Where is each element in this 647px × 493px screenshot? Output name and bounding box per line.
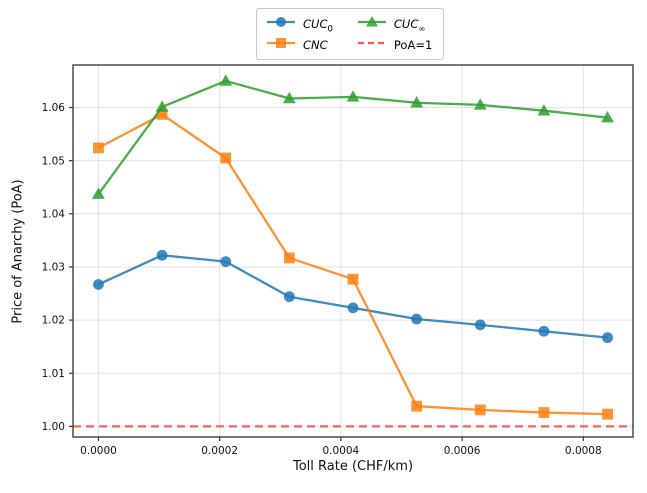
data-point-circle <box>220 256 232 268</box>
data-point-square <box>283 252 295 264</box>
legend-item-cnc: CNC <box>266 35 333 54</box>
data-point-square <box>474 404 486 416</box>
data-point-triangle <box>219 74 233 86</box>
data-point-circle <box>474 319 486 331</box>
data-point-square <box>538 407 550 418</box>
x-tick-label: 0.0008 <box>565 445 602 457</box>
y-tick-label: 1.00 <box>42 421 65 433</box>
data-point-circle <box>156 249 168 261</box>
legend-item-cuc0: CUC0 <box>266 14 333 33</box>
y-tick-label: 1.03 <box>42 262 65 274</box>
x-tick-label: 0.0004 <box>323 445 360 457</box>
data-point-circle <box>347 302 359 314</box>
legend-sample-line-triangle-icon <box>357 14 387 33</box>
data-point-circle <box>283 291 295 303</box>
legend-label-poa1: PoA=1 <box>393 37 433 52</box>
x-tick-label: 0.0000 <box>80 445 117 457</box>
data-point-circle <box>93 279 104 290</box>
data-point-square <box>156 109 168 120</box>
x-tick-label: 0.0006 <box>444 445 481 457</box>
data-point-triangle <box>346 90 360 102</box>
series-line-CUC_0 <box>97 254 608 339</box>
legend-label-cucinf: CUC∞ <box>393 16 426 34</box>
legend-box: CUC0 CNC CUC∞ PoA=1 <box>256 8 445 60</box>
data-point-triangle <box>473 98 487 110</box>
data-point-triangle <box>410 96 424 108</box>
legend-sample-line-square-icon <box>266 35 296 54</box>
data-point-triangle <box>92 187 105 199</box>
y-tick-label: 1.04 <box>42 208 66 220</box>
data-point-triangle <box>282 91 296 104</box>
x-tick-label: 0.0002 <box>201 445 238 457</box>
legend-item-cucinf: CUC∞ <box>357 14 432 33</box>
data-point-square <box>220 152 232 164</box>
legend-sample-line-circle-icon <box>266 14 296 33</box>
data-point-square <box>347 273 359 285</box>
data-point-square <box>411 400 423 412</box>
data-point-circle <box>411 313 423 325</box>
legend-label-cuc0: CUC0 <box>303 16 333 34</box>
series-line-CNC <box>97 113 608 416</box>
legend-sample-dashed-line-icon <box>357 35 387 54</box>
y-tick-label: 1.01 <box>42 368 65 380</box>
plot-spines <box>72 64 634 438</box>
y-axis-label: Price of Anarchy (PoA) <box>10 179 26 324</box>
data-point-circle <box>602 332 613 344</box>
legend-label-cnc: CNC <box>303 37 328 52</box>
data-point-triangle <box>601 111 614 123</box>
y-tick-label: 1.05 <box>42 155 65 167</box>
data-point-triangle <box>155 100 169 112</box>
data-point-triangle <box>537 104 551 116</box>
y-tick-label: 1.02 <box>42 315 65 327</box>
x-axis-label: Toll Rate (CHF/km) <box>292 459 414 474</box>
legend-item-poa1: PoA=1 <box>357 35 432 54</box>
y-tick-label: 1.06 <box>42 102 66 114</box>
data-point-square <box>602 408 613 420</box>
data-point-square <box>93 142 104 154</box>
data-point-circle <box>538 325 550 337</box>
